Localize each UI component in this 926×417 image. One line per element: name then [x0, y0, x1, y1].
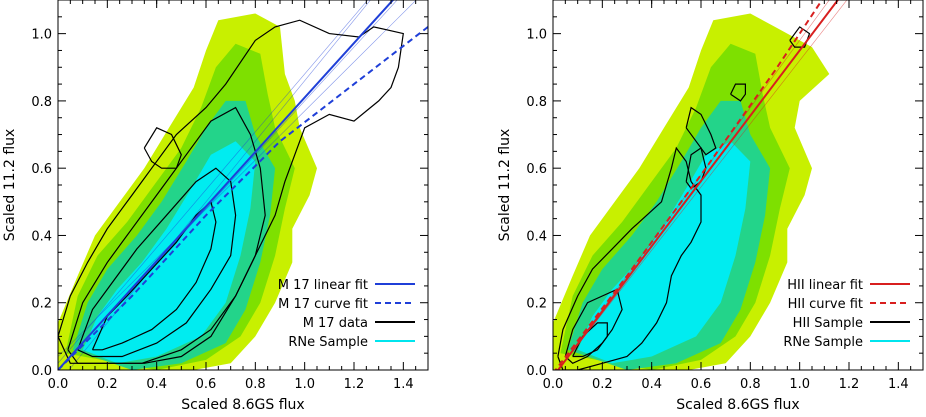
density-region-core [577, 141, 751, 364]
legend-label: HII Sample [793, 316, 863, 331]
x-tick-label: 0.0 [543, 377, 564, 392]
data-contour [67, 106, 266, 364]
y-tick-label: 0.2 [526, 297, 547, 312]
legend-label: M 17 data [303, 316, 368, 331]
y-tick-label: 0.6 [526, 162, 547, 177]
data-contour [557, 146, 702, 370]
x-tick-label: 1.2 [839, 377, 860, 392]
x-tick-label: 0.0 [48, 377, 69, 392]
data-contour [58, 19, 404, 364]
data-contour [91, 200, 217, 351]
fit-bound-line [557, 0, 848, 370]
fit-bound-line [68, 0, 371, 370]
data-contour [685, 106, 717, 156]
x-tick-label: 0.6 [691, 377, 712, 392]
y-tick-label: 0.4 [526, 229, 547, 244]
x-tick-label: 1.0 [789, 377, 810, 392]
legend-label: HII curve fit [788, 297, 863, 312]
x-tick-label: 1.2 [344, 377, 365, 392]
y-tick-label: 0.2 [31, 297, 52, 312]
y-axis-title: Scaled 11.2 flux [2, 129, 18, 242]
y-tick-label: 1.0 [526, 28, 547, 43]
legend-label: M 17 curve fit [278, 297, 368, 312]
plot-area [553, 0, 848, 370]
x-tick-label: 0.2 [97, 377, 118, 392]
legend: M 17 linear fit M 17 curve fit M 17 data RN… [278, 278, 415, 350]
legend-label: RNe Sample [288, 335, 368, 350]
x-tick-label: 1.4 [393, 377, 414, 392]
x-tick-label: 0.4 [641, 377, 662, 392]
y-tick-label: 0.4 [31, 229, 52, 244]
data-contour [143, 127, 182, 169]
fit-bound-line [58, 0, 417, 357]
legend-label: M 17 linear fit [278, 278, 368, 293]
data-contour [77, 167, 237, 358]
y-tick-label: 0.8 [31, 95, 52, 110]
x-axis-title: Scaled 8.6GS flux [676, 397, 799, 413]
x-tick-label: 0.2 [592, 377, 613, 392]
y-tick-label: 0.0 [526, 364, 547, 379]
y-tick-label: 0.0 [31, 364, 52, 379]
legend-label: RNe Sample [783, 335, 863, 350]
legend: HII linear fit HII curve fit HII Sample RNe… [783, 278, 910, 350]
chart-panel-2: 0.0 0.2 0.4 0.6 0.8 1.0 1.2 1.4 0.0 0.2 0.4 0.6 0.8 1… [497, 0, 924, 413]
x-tick-label: 0.8 [740, 377, 761, 392]
x-tick-label: 1.4 [888, 377, 909, 392]
y-tick-label: 1.0 [31, 28, 52, 43]
y-tick-label: 0.8 [526, 95, 547, 110]
density-region-core [82, 141, 256, 364]
data-contour [564, 288, 623, 365]
curve-fit-line [554, 0, 824, 370]
data-contour [730, 83, 746, 102]
x-tick-label: 1.0 [294, 377, 315, 392]
y-tick-label: 0.6 [31, 162, 52, 177]
linear-fit-line [58, 0, 395, 370]
legend-label: HII linear fit [787, 278, 863, 293]
x-tick-label: 0.8 [245, 377, 266, 392]
chart-panel-1: 0.0 0.2 0.4 0.6 0.8 1.0 1.2 1.4 0.0 0.2 0.4 0.6 0.8 1… [2, 0, 429, 413]
x-tick-label: 0.6 [196, 377, 217, 392]
plot-area [58, 0, 428, 370]
y-axis-title: Scaled 11.2 flux [497, 129, 513, 242]
x-axis-title: Scaled 8.6GS flux [181, 397, 304, 413]
linear-fit-line [556, 0, 840, 370]
x-tick-label: 0.4 [146, 377, 167, 392]
